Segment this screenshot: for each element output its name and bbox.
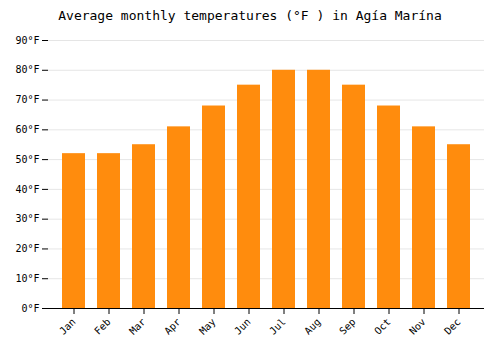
- svg-text:Jun: Jun: [232, 316, 253, 337]
- svg-text:Dec: Dec: [442, 316, 463, 337]
- svg-text:Nov: Nov: [407, 316, 428, 337]
- svg-text:Oct: Oct: [372, 316, 393, 337]
- svg-text:60°F: 60°F: [15, 124, 39, 135]
- svg-text:50°F: 50°F: [15, 154, 39, 165]
- svg-text:40°F: 40°F: [15, 184, 39, 195]
- svg-text:70°F: 70°F: [15, 94, 39, 105]
- svg-text:May: May: [197, 316, 218, 337]
- svg-text:Jan: Jan: [57, 316, 78, 337]
- svg-text:Feb: Feb: [92, 316, 113, 337]
- svg-text:0°F: 0°F: [21, 303, 39, 314]
- html-text:Average monthly temperatures (: Average monthly temperatures (°F ) in Ag…: [58, 8, 442, 23]
- svg-text:Jul: Jul: [267, 316, 288, 337]
- svg-text:90°F: 90°F: [15, 35, 39, 46]
- svg-text:Apr: Apr: [162, 316, 183, 337]
- svg-text:Mar: Mar: [127, 316, 148, 337]
- svg-text:80°F: 80°F: [15, 64, 39, 75]
- svg-text:10°F: 10°F: [15, 273, 39, 284]
- svg-text:30°F: 30°F: [15, 213, 39, 224]
- svg-text:Sep: Sep: [337, 316, 358, 337]
- svg-text:Aug: Aug: [302, 316, 323, 337]
- svg-text:20°F: 20°F: [15, 243, 39, 254]
